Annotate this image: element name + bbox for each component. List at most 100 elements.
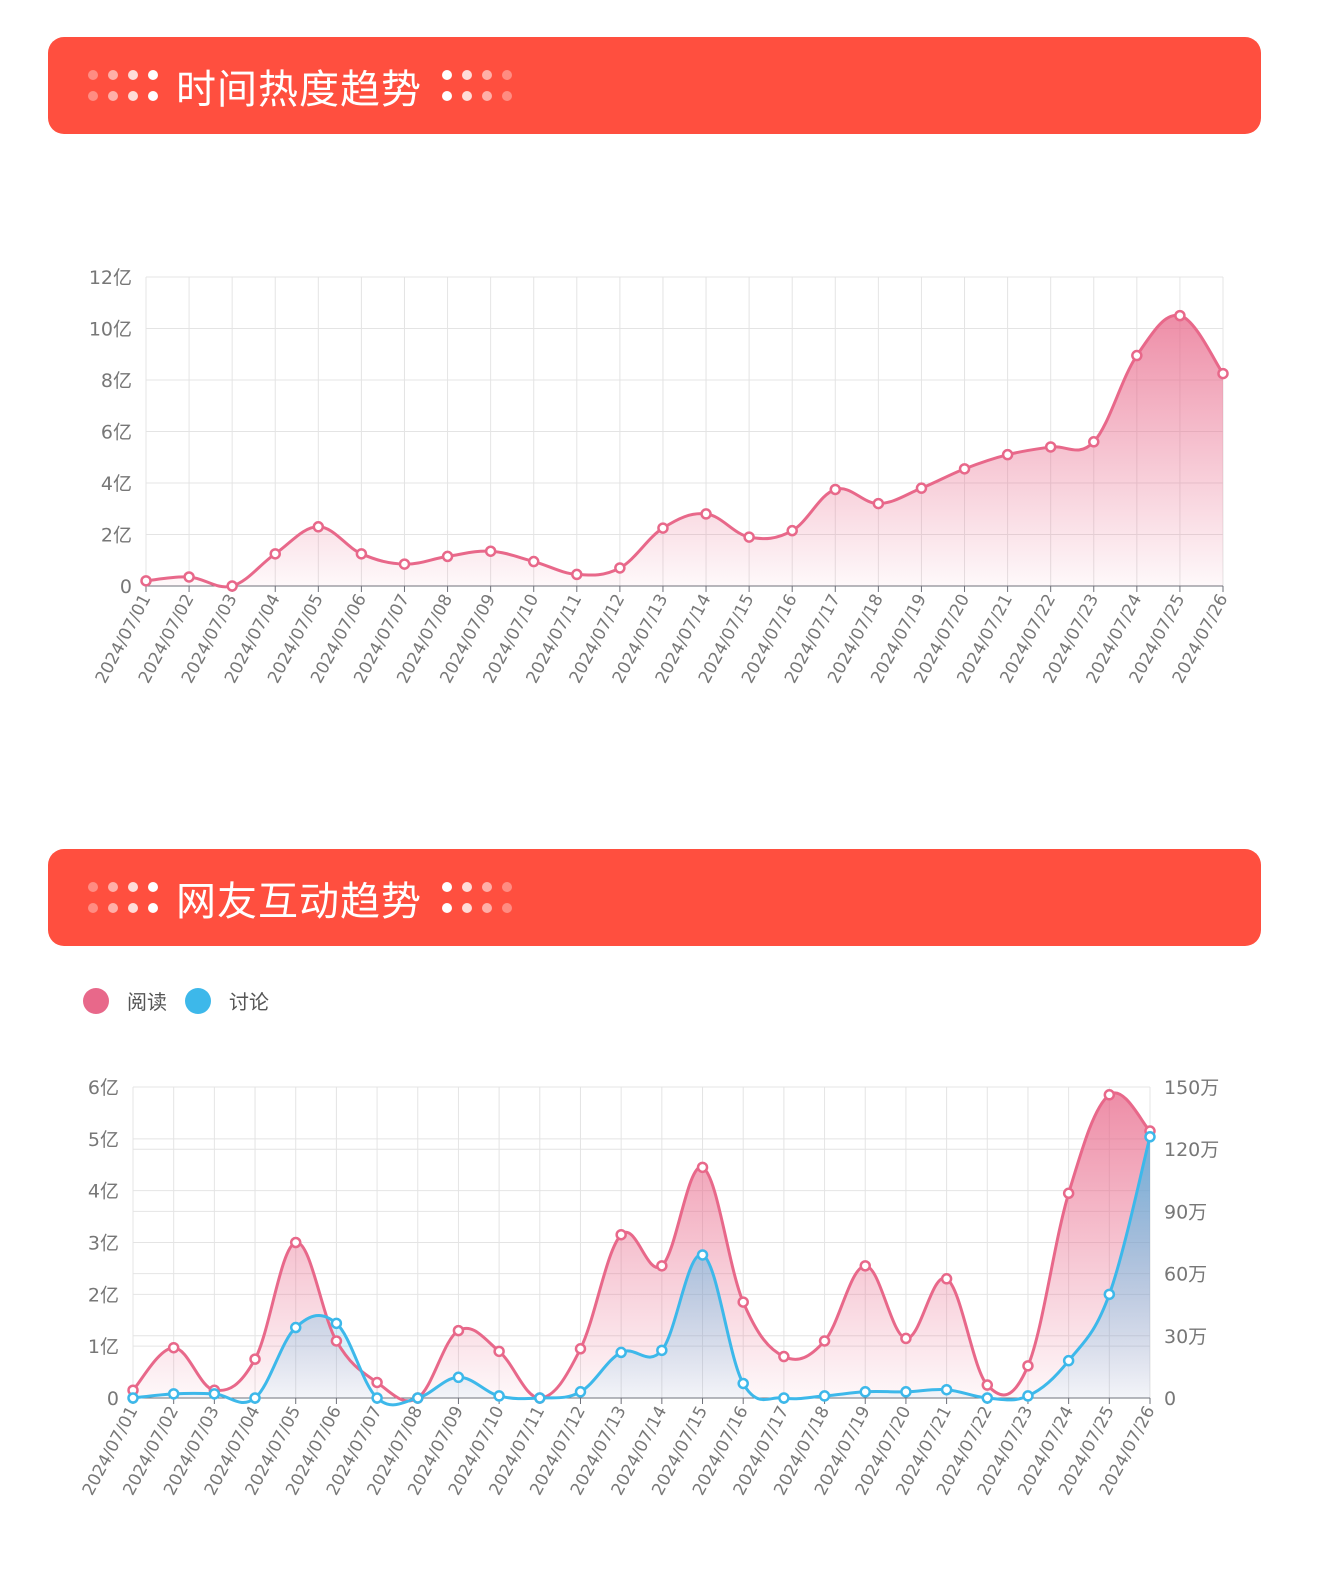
data-point-read	[484, 545, 497, 557]
data-point-read	[167, 1341, 180, 1354]
data-point-read	[657, 522, 669, 534]
heat-trend-chart: 02亿4亿6亿8亿10亿12亿2024/07/012024/07/022024/…	[89, 267, 1233, 687]
legend-label-discuss: 讨论	[229, 990, 269, 1014]
y-tick-label-left: 0	[107, 1388, 119, 1410]
decorative-dots-icon	[442, 882, 512, 913]
data-point-read	[574, 1343, 587, 1355]
data-point-read	[441, 550, 454, 563]
chart-legend: 阅读 讨论	[83, 986, 287, 1015]
data-point-read	[872, 497, 885, 510]
data-point-discuss	[1144, 1131, 1156, 1143]
data-point-discuss	[127, 1392, 139, 1404]
y-tick-label-left: 1亿	[88, 1336, 119, 1358]
data-point-read	[859, 1260, 871, 1272]
data-point-discuss	[778, 1392, 790, 1404]
data-point-read	[312, 521, 325, 533]
data-point-read	[1088, 436, 1100, 448]
data-point-discuss	[574, 1386, 587, 1398]
data-point-read	[493, 1345, 505, 1358]
data-point-discuss	[1103, 1288, 1116, 1301]
data-point-discuss	[615, 1346, 627, 1359]
series-area-read	[133, 1092, 1150, 1401]
data-point-read	[778, 1350, 790, 1363]
decorative-dots-icon	[442, 70, 512, 101]
data-point-read	[615, 1228, 627, 1241]
y-tick-label-left: 2亿	[88, 1284, 119, 1306]
decorative-dots-icon	[88, 882, 158, 913]
data-point-read	[289, 1236, 302, 1249]
legend-swatch-discuss	[185, 987, 211, 1014]
data-point-read	[700, 508, 712, 520]
legend-label-read: 阅读	[127, 990, 167, 1014]
data-point-discuss	[534, 1392, 546, 1404]
section-banner-heat-trend: 时间热度趋势	[48, 37, 1261, 134]
data-point-discuss	[818, 1390, 831, 1402]
data-point-discuss	[656, 1344, 668, 1357]
y-tick-label-right: 60万	[1164, 1264, 1207, 1286]
data-point-read	[398, 558, 411, 570]
y-tick-label-left: 8亿	[101, 370, 132, 392]
y-tick-label-left: 3亿	[88, 1233, 119, 1255]
data-point-discuss	[493, 1390, 505, 1402]
data-point-read	[330, 1335, 343, 1347]
decorative-dots-icon	[88, 70, 158, 101]
data-point-discuss	[289, 1321, 302, 1334]
data-point-read	[1217, 367, 1229, 380]
interaction-trend-chart: 01亿2亿3亿4亿5亿6亿030万60万90万120万150万2024/07/0…	[79, 1077, 1220, 1499]
data-point-read	[1131, 349, 1143, 362]
data-point-read	[571, 568, 583, 581]
data-point-read	[527, 555, 540, 568]
data-point-read	[1174, 309, 1186, 322]
series-area-read	[146, 315, 1223, 587]
data-point-read	[1103, 1089, 1116, 1101]
y-tick-label-left: 6亿	[101, 422, 132, 444]
legend-item-discuss[interactable]: 讨论	[185, 986, 269, 1015]
data-point-read	[269, 548, 281, 560]
data-point-discuss	[981, 1392, 994, 1404]
data-point-discuss	[412, 1392, 424, 1404]
y-tick-label-right: 90万	[1164, 1201, 1207, 1223]
data-point-read	[371, 1376, 383, 1389]
section-banner-interaction-trend: 网友互动趋势	[48, 849, 1261, 946]
section-title: 网友互动趋势	[176, 878, 422, 925]
data-point-read	[900, 1332, 912, 1345]
data-point-read	[981, 1379, 994, 1391]
data-point-discuss	[859, 1386, 871, 1398]
data-point-read	[226, 580, 238, 592]
y-tick-label-left: 0	[120, 576, 132, 598]
section-title: 时间热度趋势	[176, 66, 422, 113]
y-tick-label-right: 120万	[1164, 1139, 1219, 1161]
data-point-discuss	[371, 1392, 383, 1404]
y-tick-label-left: 12亿	[89, 267, 132, 289]
data-point-read	[1044, 441, 1057, 453]
data-point-read	[696, 1161, 709, 1174]
data-point-read	[818, 1335, 831, 1347]
legend-item-read[interactable]: 阅读	[83, 986, 167, 1015]
data-point-read	[743, 531, 755, 543]
data-point-read	[958, 463, 971, 475]
data-point-discuss	[249, 1392, 261, 1404]
data-point-discuss	[900, 1386, 912, 1398]
data-point-read	[1022, 1360, 1034, 1372]
y-tick-label-left: 2亿	[101, 525, 132, 547]
data-point-read	[1062, 1187, 1075, 1200]
data-point-read	[656, 1260, 668, 1272]
data-point-read	[452, 1324, 465, 1337]
data-point-discuss	[167, 1388, 180, 1400]
data-point-discuss	[940, 1383, 953, 1396]
data-point-read	[829, 483, 842, 496]
data-point-discuss	[330, 1317, 343, 1330]
y-tick-label-right: 0	[1164, 1388, 1176, 1410]
y-tick-label-left: 4亿	[101, 473, 132, 495]
data-point-read	[355, 548, 368, 560]
y-tick-label-left: 4亿	[88, 1181, 119, 1203]
data-point-discuss	[737, 1377, 749, 1390]
data-point-discuss	[208, 1388, 221, 1400]
data-point-read	[915, 482, 928, 494]
data-point-read	[183, 571, 195, 583]
data-point-discuss	[1022, 1390, 1034, 1402]
y-tick-label-right: 150万	[1164, 1077, 1219, 1099]
y-tick-label-left: 6亿	[88, 1077, 119, 1099]
data-point-read	[249, 1353, 261, 1365]
data-point-discuss	[696, 1249, 709, 1261]
